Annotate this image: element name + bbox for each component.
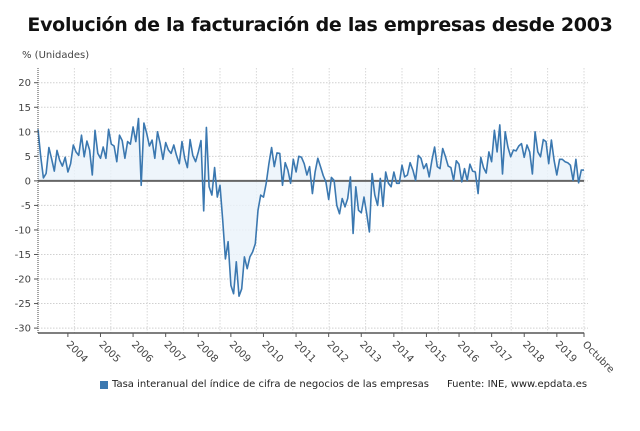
y-axis-label: % (Unidades)	[22, 50, 90, 61]
source-note: Fuente: INE, www.epdata.es	[446, 379, 588, 390]
y-tick-label: 0	[25, 176, 31, 187]
x-tick-label: 2017	[488, 339, 514, 365]
y-tick-label: -20	[15, 275, 31, 286]
y-tick-label: -30	[15, 324, 31, 335]
y-tick-label: 5	[25, 152, 31, 163]
x-tick-label: 2004	[64, 339, 90, 365]
y-tick-label: 15	[18, 103, 31, 114]
y-tick-label: -5	[21, 201, 31, 212]
x-tick-label: 2010	[259, 339, 285, 365]
legend-swatch	[100, 380, 108, 389]
legend: Tasa interanual del índice de cifra de n…	[100, 379, 587, 390]
legend-label: Tasa interanual del índice de cifra de n…	[112, 379, 429, 390]
y-tick-label: -10	[15, 225, 31, 236]
x-tick-label: 2013	[357, 339, 383, 365]
y-tick-label: -15	[15, 250, 31, 261]
series-area	[38, 118, 584, 297]
x-tick-label: 2009	[227, 339, 253, 365]
y-tick-label: -25	[15, 299, 31, 310]
x-tick-label: 2014	[390, 339, 416, 365]
x-tick-label: 2005	[96, 339, 122, 365]
y-tick-label: 20	[18, 78, 31, 89]
x-tick-label: 2019	[553, 339, 579, 365]
x-tick-label: 2006	[129, 339, 155, 365]
x-tick-label: 2016	[455, 339, 481, 365]
x-tick-label: 2007	[162, 339, 188, 365]
x-tick-label: 2015	[422, 339, 448, 365]
x-tick-label: Octubre	[580, 339, 616, 375]
x-tick-label: 2012	[325, 339, 351, 365]
x-tick-label: 2011	[292, 339, 318, 365]
y-tick-label: 10	[18, 127, 31, 138]
x-tick-label: 2018	[520, 339, 546, 365]
chart-title: Evolución de la facturación de las empre…	[27, 14, 613, 36]
x-tick-label: 2008	[194, 339, 220, 365]
series-line	[37, 117, 584, 297]
